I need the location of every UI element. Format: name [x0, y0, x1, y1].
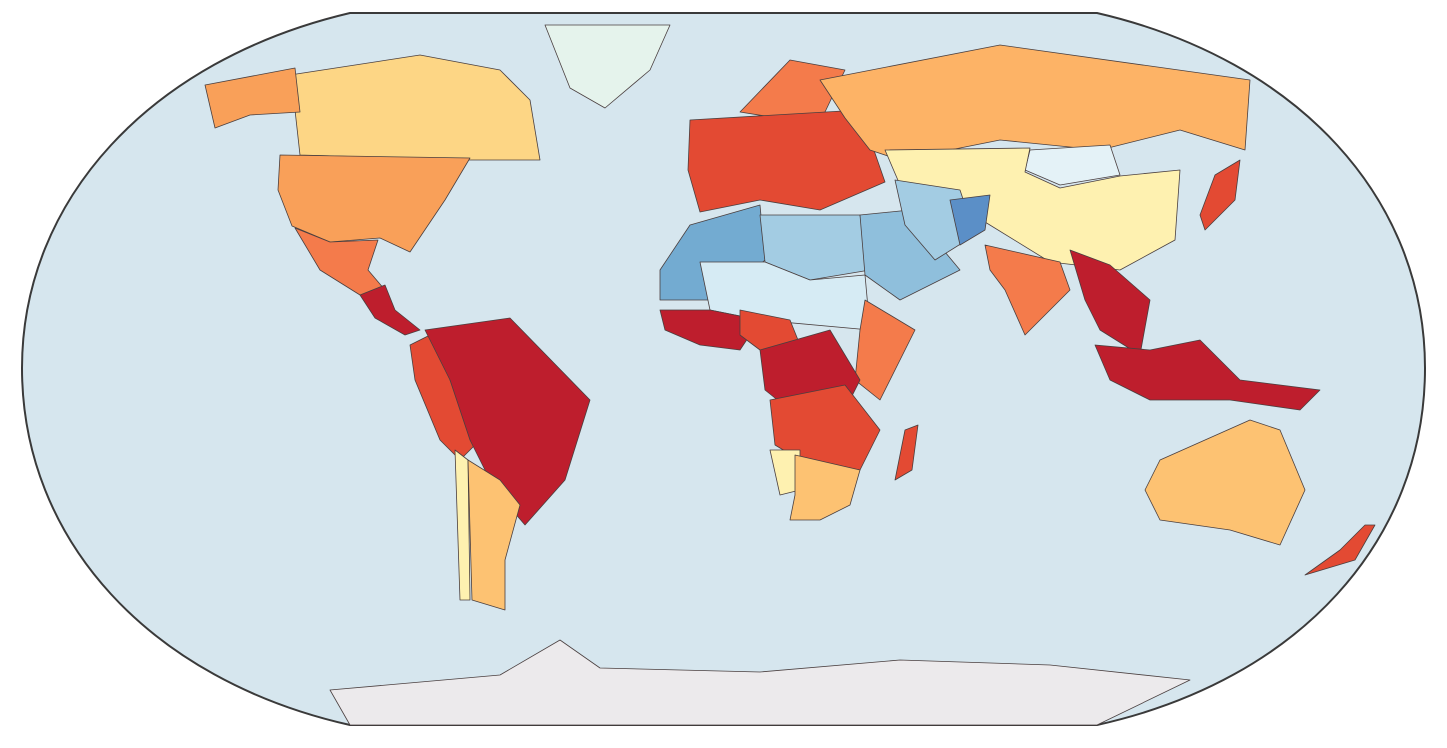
japan — [1199, 159, 1241, 231]
libya-egypt — [759, 214, 871, 281]
indonesia — [1094, 339, 1321, 411]
india — [984, 244, 1071, 336]
southern-africa — [789, 454, 861, 521]
antarctica — [329, 639, 1191, 726]
central-america — [359, 284, 421, 336]
southern-cone — [467, 459, 521, 611]
alaska — [204, 67, 301, 129]
greenland — [544, 24, 671, 109]
chile — [454, 449, 471, 601]
new-zealand — [1304, 524, 1376, 576]
australia — [1144, 419, 1306, 546]
horn — [854, 299, 916, 401]
usa — [277, 154, 471, 253]
mexico — [294, 227, 386, 296]
west-africa — [659, 309, 761, 351]
afghanistan — [949, 194, 991, 246]
madagascar — [894, 424, 919, 481]
brazil — [424, 317, 591, 526]
canada — [289, 54, 541, 161]
